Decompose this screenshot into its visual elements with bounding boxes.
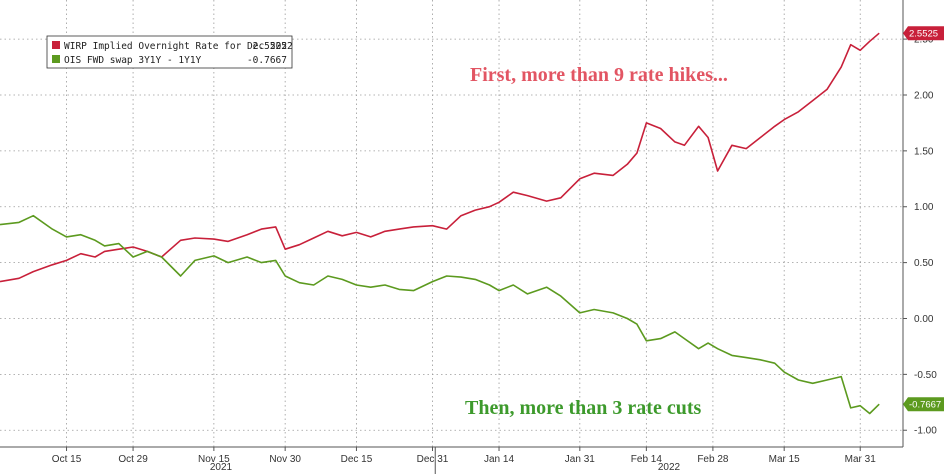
x-tick-label: Feb 14 bbox=[631, 454, 663, 465]
legend-label-wirp: WIRP Implied Overnight Rate for Dec 2022 bbox=[64, 41, 293, 52]
annotation-rate-cuts: Then, more than 3 rate cuts bbox=[465, 397, 701, 419]
legend-value-wirp: 2.5525 bbox=[253, 41, 287, 52]
legend-swatch-wirp bbox=[52, 41, 60, 49]
annotation-rate-hikes: First, more than 9 rate hikes... bbox=[470, 64, 728, 86]
x-tick-label: Oct 29 bbox=[118, 454, 148, 465]
legend-box bbox=[46, 35, 293, 69]
x-tick-label: Nov 30 bbox=[269, 454, 301, 465]
badge-wirp-value: 2.5525 bbox=[909, 29, 938, 40]
x-tick-label: Dec 31 bbox=[417, 454, 449, 465]
year-label-2022: 2022 bbox=[658, 462, 681, 473]
x-tick-label: Dec 15 bbox=[341, 454, 373, 465]
legend: WIRP Implied Overnight Rate for Dec 2022… bbox=[46, 35, 293, 69]
y-tick-label: 0.50 bbox=[914, 258, 934, 269]
y-tick-label: 1.50 bbox=[914, 146, 934, 157]
x-tick-label: Jan 14 bbox=[484, 454, 514, 465]
y-tick-label: 2.00 bbox=[914, 90, 934, 101]
x-axis-ticks: Oct 15 Oct 29 Nov 15 Nov 30 Dec 15 Dec 31 Jan … bbox=[52, 447, 876, 474]
year-label-2021: 2021 bbox=[210, 462, 233, 473]
x-tick-label: Jan 31 bbox=[565, 454, 595, 465]
x-tick-label: Oct 15 bbox=[52, 454, 82, 465]
gridlines bbox=[0, 0, 903, 447]
y-tick-label: 0.00 bbox=[914, 314, 934, 325]
last-value-badge-ois: -0.7667 bbox=[903, 397, 944, 412]
y-tick-label: -0.50 bbox=[914, 370, 937, 381]
series-lines bbox=[0, 32, 880, 415]
x-tick-label: Mar 15 bbox=[769, 454, 801, 465]
last-value-badge-wirp: 2.5525 bbox=[903, 26, 944, 41]
badge-ois-value: -0.7667 bbox=[909, 400, 941, 411]
series-line-ois bbox=[0, 214, 880, 415]
legend-label-ois: OIS FWD swap 3Y1Y - 1Y1Y bbox=[64, 55, 202, 66]
legend-value-ois: -0.7667 bbox=[247, 55, 287, 66]
badge-ois-background bbox=[903, 397, 944, 412]
y-tick-label: -1.00 bbox=[914, 426, 937, 437]
x-tick-label: Feb 28 bbox=[697, 454, 729, 465]
x-tick-label: Nov 15 bbox=[198, 454, 230, 465]
badge-wirp-background bbox=[903, 26, 944, 41]
y-tick-label: 1.00 bbox=[914, 202, 934, 213]
x-tick-label: Mar 31 bbox=[845, 454, 877, 465]
legend-swatch-ois bbox=[52, 55, 60, 63]
